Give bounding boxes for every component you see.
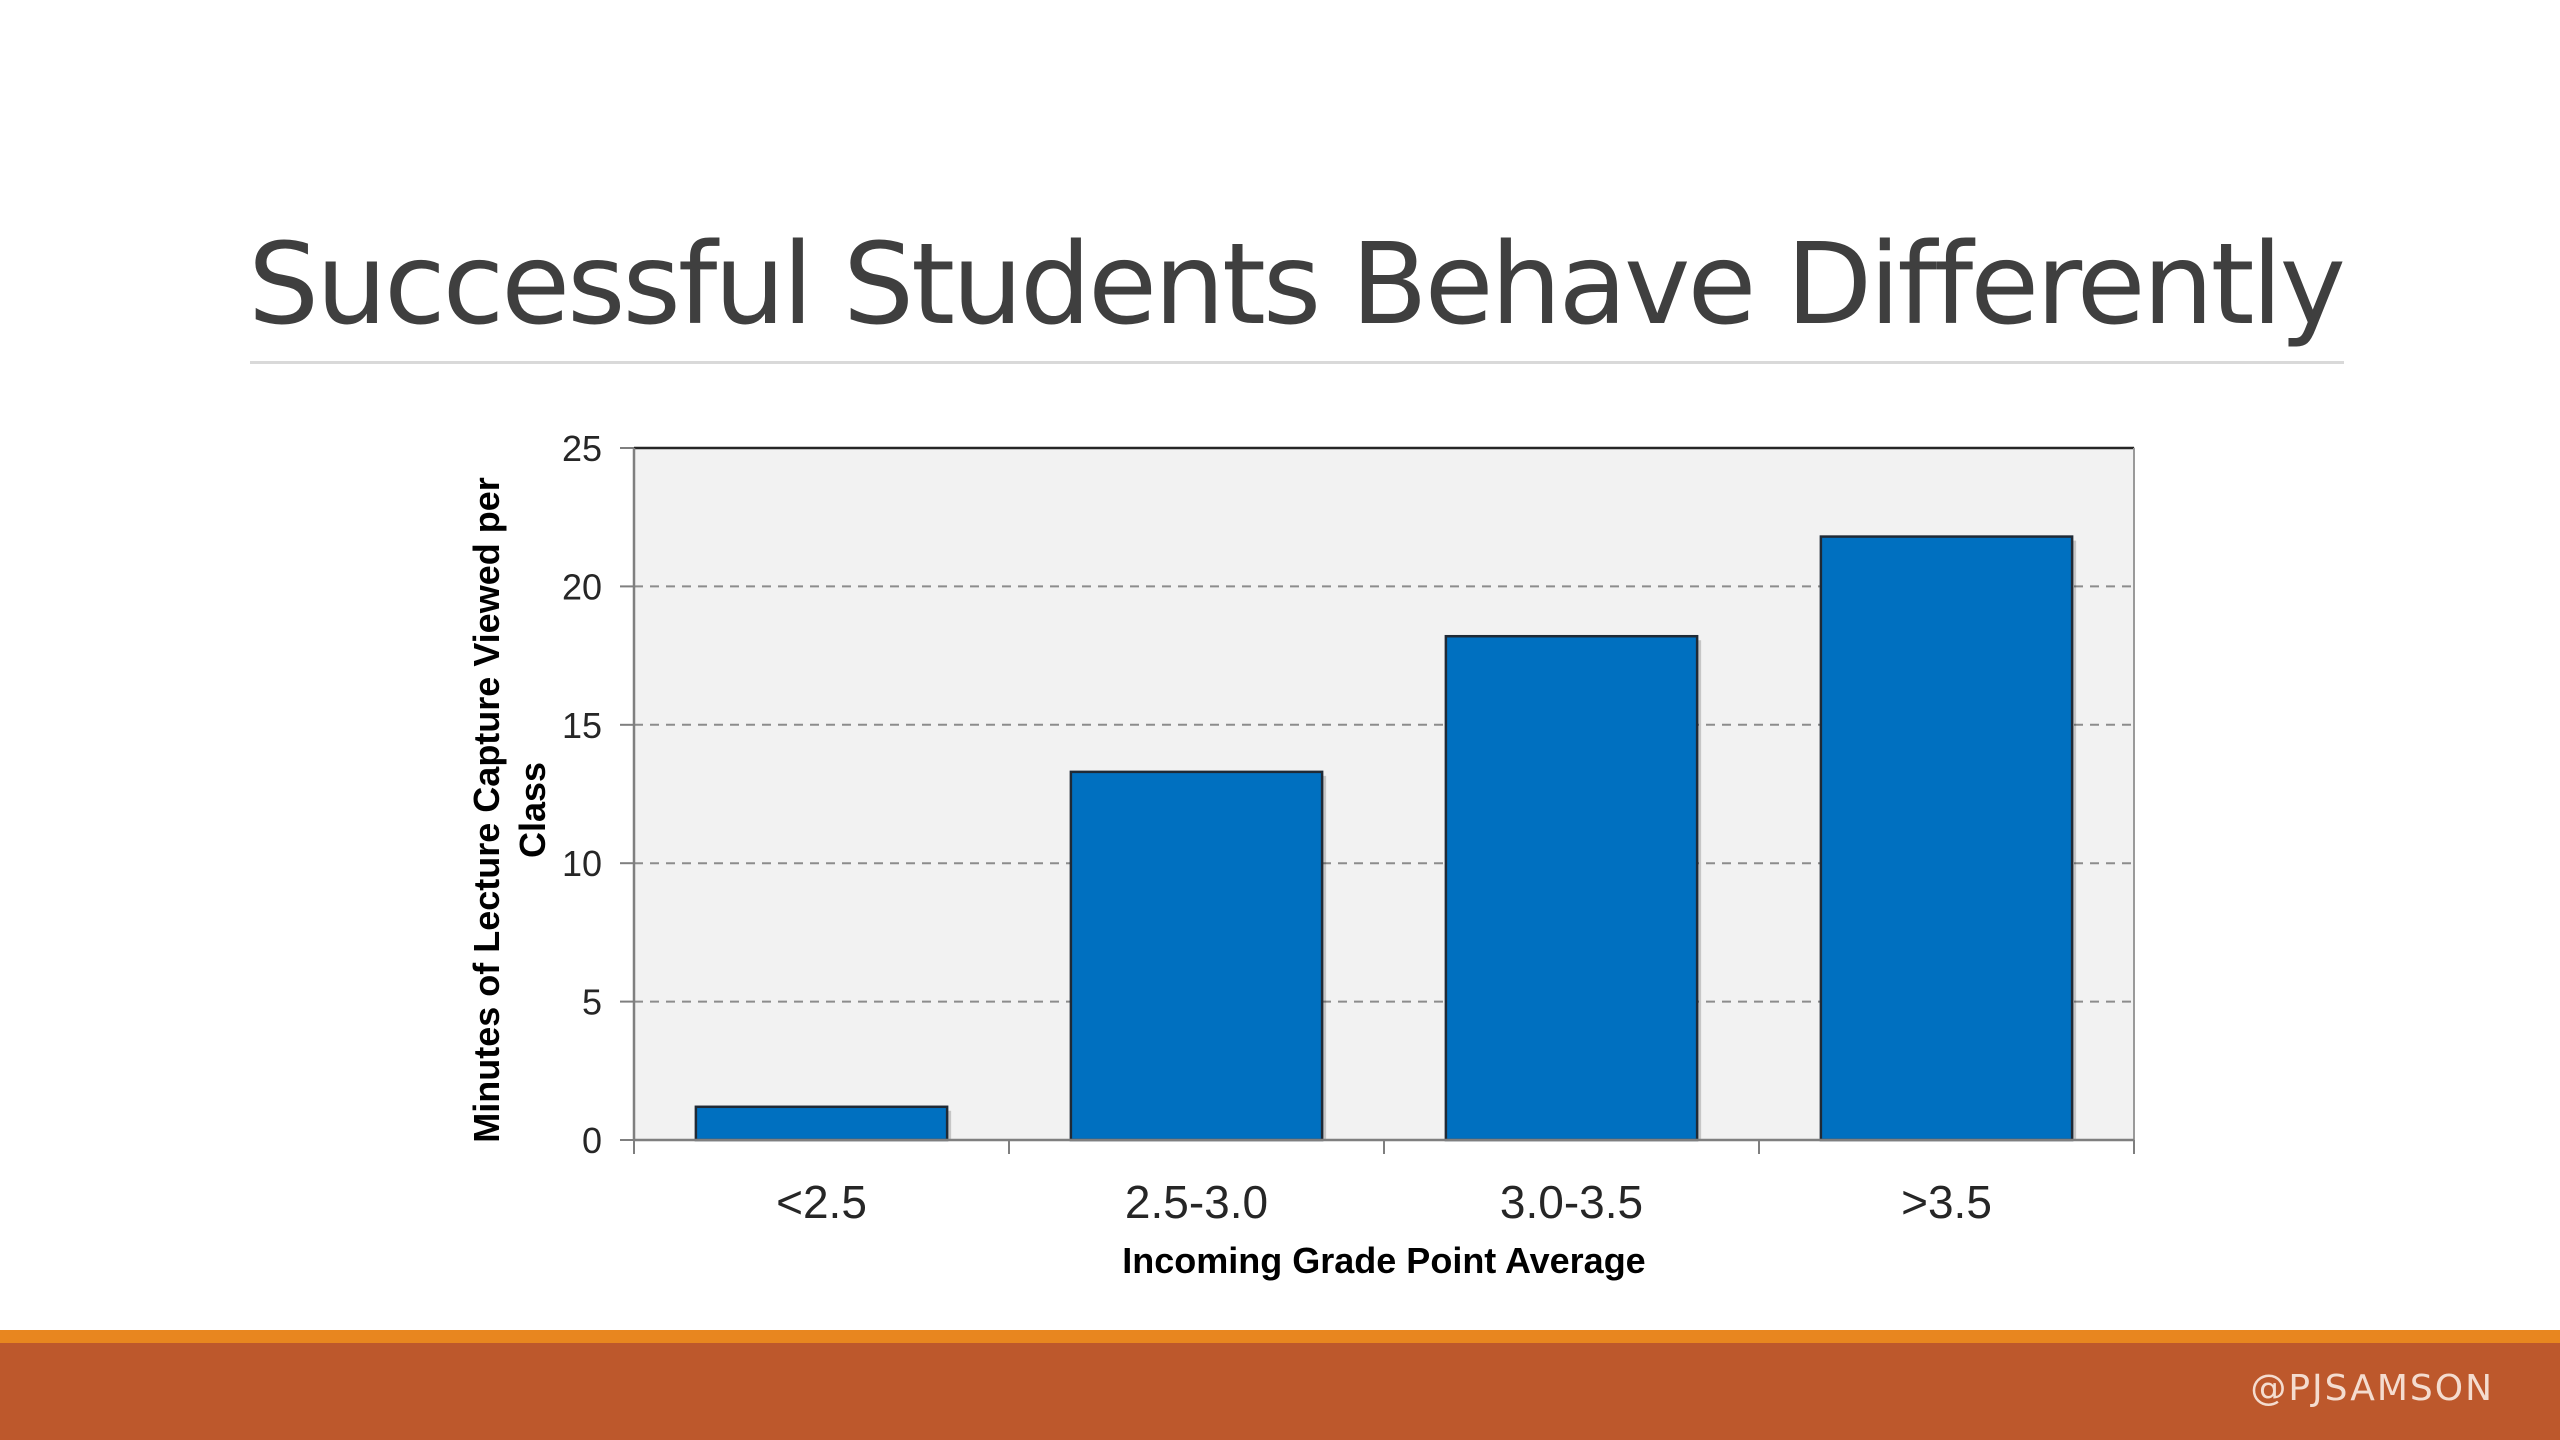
title-divider [250,361,2344,364]
y-tick-label-20: 20 [562,566,602,607]
y-axis-title-line-1: Minutes of Lecture Capture Viewed per [466,477,507,1142]
bar-chart: 0 5 10 15 20 25 <2.5 2.5-3.0 3.0-3.5 >3.5 Incomi… [466,428,2135,1281]
x-tick-label-2: 3.0-3.5 [1500,1176,1643,1228]
bar-0 [694,1105,949,1142]
x-tick-label-3: >3.5 [1901,1176,1992,1228]
y-tick-label-0: 0 [582,1120,602,1161]
bar-1 [1069,770,1324,1142]
x-tick-label-1: 2.5-3.0 [1125,1176,1268,1228]
y-axis-title-line-2: Class [512,762,553,858]
axes [620,447,2135,1154]
footer-handle: @PJSAMSON [2250,1368,2494,1409]
y-axis-title: Minutes of Lecture Capture Viewed per Cl… [466,477,553,1142]
footer-band [0,1343,2560,1440]
y-tick-label-25: 25 [562,428,602,469]
x-tick-label-0: <2.5 [776,1176,867,1228]
y-tick-label-10: 10 [562,843,602,884]
bar-2 [1444,634,1699,1142]
x-tick-labels: <2.5 2.5-3.0 3.0-3.5 >3.5 [776,1176,1992,1228]
y-tick-label-15: 15 [562,705,602,746]
x-axis-title: Incoming Grade Point Average [1122,1240,1645,1281]
footer-accent-stripe [0,1330,2560,1343]
bars [694,535,2077,1142]
slide-title: Successful Students Behave Differently [248,220,2346,350]
bar-3 [1819,535,2074,1142]
y-tick-label-5: 5 [582,982,602,1023]
y-tick-labels: 0 5 10 15 20 25 [562,428,602,1161]
